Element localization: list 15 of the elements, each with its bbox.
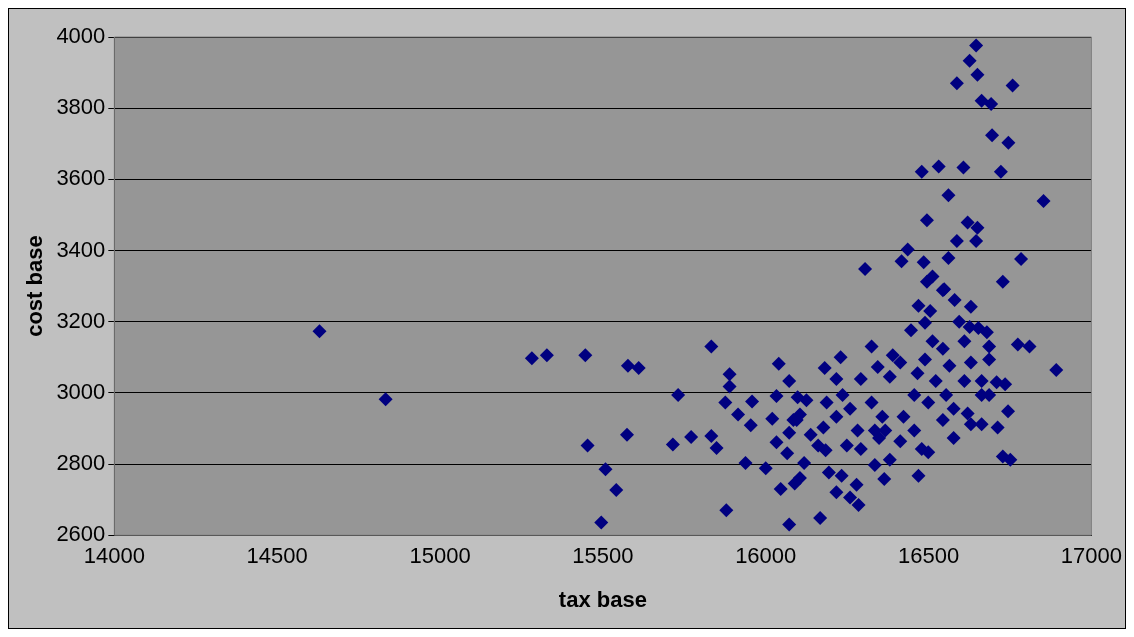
x-tick-label: 14500 — [246, 543, 308, 569]
y-tick-label: 3400 — [56, 236, 106, 262]
x-tick-label: 16000 — [735, 543, 797, 569]
x-tick-label: 16500 — [897, 543, 960, 569]
x-axis-title: tax base — [558, 586, 647, 612]
y-tick-label: 2800 — [56, 450, 106, 476]
x-tick-label: 15500 — [572, 543, 634, 569]
y-tick-label: 4000 — [56, 23, 106, 49]
y-tick-label: 3200 — [56, 307, 106, 333]
x-tick-label: 15000 — [409, 543, 471, 569]
x-tick-label: 17000 — [1060, 543, 1123, 569]
y-tick-label: 3600 — [56, 165, 106, 191]
y-axis-title: cost base — [22, 235, 48, 337]
y-tick-label: 3800 — [56, 94, 106, 120]
y-tick-label: 3000 — [56, 378, 106, 404]
